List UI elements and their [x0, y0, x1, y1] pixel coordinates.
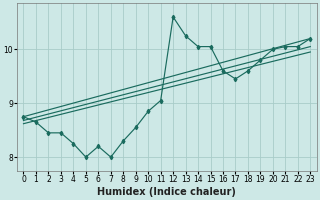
X-axis label: Humidex (Indice chaleur): Humidex (Indice chaleur) [98, 187, 236, 197]
